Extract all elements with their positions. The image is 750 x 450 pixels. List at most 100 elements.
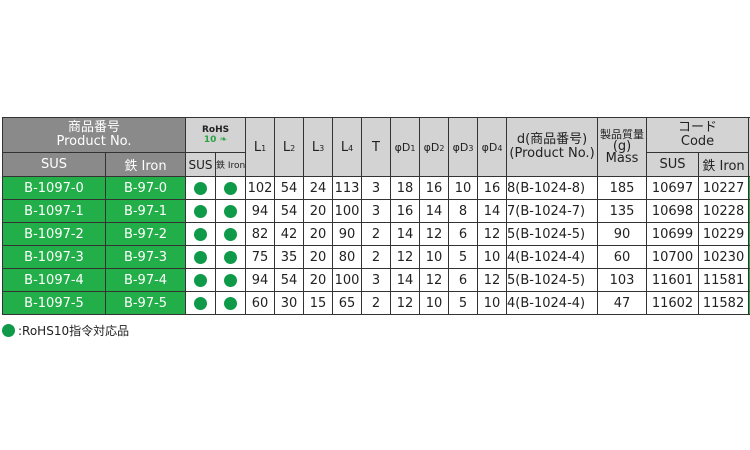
iron-product-no: B-97-5: [104, 291, 187, 315]
dim-value: 60: [245, 291, 276, 315]
dim-subscript: 4: [348, 143, 354, 153]
leaf-icon: ❧: [219, 135, 228, 145]
dim-header: φD3: [448, 117, 479, 177]
dim-value: 10: [477, 291, 508, 315]
dim-value: 100: [332, 199, 363, 223]
rohs-dot-icon: [224, 273, 238, 287]
code-sus-header: SUS: [646, 152, 700, 177]
table-row: B-1097-0 B-97-0 102 54 24 113 3 18 16 10 16 8(B-102…: [2, 176, 750, 200]
code-iron-value: 10230: [698, 245, 750, 269]
dim-value: 30: [274, 291, 305, 315]
dim-value: 82: [245, 222, 276, 246]
footnote-text: :RoHS10指令対応品: [18, 324, 130, 338]
rohs-sus-cell: [185, 291, 217, 315]
dim-value: 15: [303, 291, 334, 315]
dim-header: L2: [274, 117, 305, 177]
rohs-iron-header: 鉄 Iron: [215, 152, 247, 177]
dim-header: φD1: [390, 117, 421, 177]
mass-value: 135: [597, 199, 648, 223]
dim-value: 10: [477, 245, 508, 269]
dim-label: φD: [423, 140, 440, 154]
rohs-dot-icon: [224, 250, 238, 264]
dim-value: 3: [361, 176, 392, 200]
rohs-sus-cell: [185, 199, 217, 223]
dim-value: 94: [245, 268, 276, 292]
rohs-dot-icon: [224, 296, 238, 310]
dim-value: 65: [332, 291, 363, 315]
table-row: B-1097-5 B-97-5 60 30 15 65 2 12 10 5 10 4(B-1024-4…: [2, 291, 750, 315]
sus-header: SUS: [2, 152, 106, 177]
table-row: B-1097-3 B-97-3 75 35 20 80 2 12 10 5 10 4(B-1024-4…: [2, 245, 750, 269]
code-sus-value: 10700: [646, 245, 700, 269]
dim-value: 20: [303, 268, 334, 292]
dim-value: 14: [477, 199, 508, 223]
dim-value: 12: [390, 291, 421, 315]
dim-header: L3: [303, 117, 334, 177]
dim-value: 54: [274, 176, 305, 200]
sus-product-no: B-1097-1: [2, 199, 106, 223]
code-iron-value: 11582: [698, 291, 750, 315]
cut-cell: [748, 291, 750, 315]
spec-table-wrapper: 商品番号 Product No. RoHS 10 ❧ L1 L2 L3 L4 T φ…: [2, 117, 750, 315]
mass-value: 60: [597, 245, 648, 269]
sus-product-no: B-1097-3: [2, 245, 106, 269]
d-value: 7(B-1024-7): [506, 199, 599, 223]
rohs-iron-cell: [215, 268, 247, 292]
dim-value: 5: [448, 245, 479, 269]
spec-table: 商品番号 Product No. RoHS 10 ❧ L1 L2 L3 L4 T φ…: [2, 117, 750, 315]
dim-value: 12: [419, 268, 450, 292]
dim-label: φD: [452, 140, 469, 154]
dim-value: 18: [390, 176, 421, 200]
dim-value: 5: [448, 291, 479, 315]
code-sus-value: 10697: [646, 176, 700, 200]
dim-header: T: [361, 117, 392, 177]
rohs-number: 10: [203, 135, 217, 145]
dim-header: L4: [332, 117, 363, 177]
table-row: B-1097-1 B-97-1 94 54 20 100 3 16 14 8 14 7(B-1024-…: [2, 199, 750, 223]
dim-value: 2: [361, 245, 392, 269]
iron-header: 鉄 Iron: [104, 152, 187, 177]
product-no-ja: 商品番号: [68, 120, 121, 135]
d-value: 5(B-1024-5): [506, 268, 599, 292]
rohs-sus-header: SUS: [185, 152, 217, 177]
iron-product-no: B-97-4: [104, 268, 187, 292]
rohs-sus-cell: [185, 176, 217, 200]
rohs-dot-icon: [2, 324, 15, 337]
d-en: (Product No.): [509, 146, 595, 161]
dim-value: 12: [419, 222, 450, 246]
mass-ja: 製品質量: [600, 128, 645, 141]
d-value: 4(B-1024-4): [506, 245, 599, 269]
d-header: d(商品番号) (Product No.): [506, 117, 599, 177]
dim-subscript: 4: [497, 143, 503, 153]
sus-product-no: B-1097-2: [2, 222, 106, 246]
dim-value: 100: [332, 268, 363, 292]
code-en: Code: [680, 134, 715, 149]
rohs-iron-cell: [215, 176, 247, 200]
dim-header: φD4: [477, 117, 508, 177]
iron-product-no: B-97-3: [104, 245, 187, 269]
dim-subscript: 3: [319, 143, 325, 153]
rohs-sus-cell: [185, 245, 217, 269]
dim-subscript: 3: [468, 143, 474, 153]
rohs-iron-cell: [215, 222, 247, 246]
dim-value: 20: [303, 245, 334, 269]
mass-value: 103: [597, 268, 648, 292]
dim-label: L: [311, 139, 320, 155]
rohs-dot-icon: [194, 227, 208, 241]
footnote: :RoHS10指令対応品: [2, 322, 129, 339]
dim-value: 94: [245, 199, 276, 223]
dim-value: 113: [332, 176, 363, 200]
dim-label: T: [372, 139, 380, 155]
dim-value: 16: [419, 176, 450, 200]
code-sus-value: 11602: [646, 291, 700, 315]
dim-value: 12: [477, 222, 508, 246]
dim-subscript: 1: [261, 143, 267, 153]
iron-product-no: B-97-1: [104, 199, 187, 223]
code-iron-value: 11581: [698, 268, 750, 292]
mass-value: 47: [597, 291, 648, 315]
dim-value: 14: [390, 222, 421, 246]
mass-en: Mass: [605, 151, 639, 166]
table-row: B-1097-2 B-97-2 82 42 20 90 2 14 12 6 12 5(B-1024-5…: [2, 222, 750, 246]
rohs-dot-icon: [194, 250, 208, 264]
sus-product-no: B-1097-4: [2, 268, 106, 292]
